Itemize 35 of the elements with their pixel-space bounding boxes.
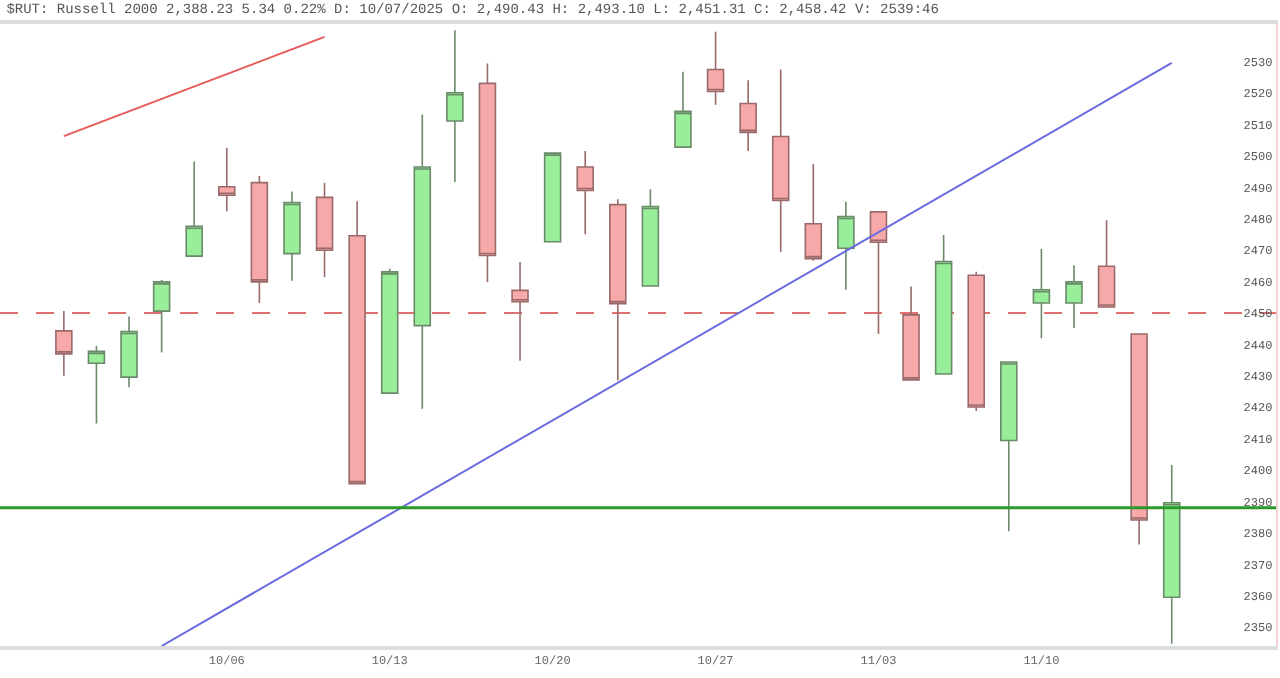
candlestick (543, 152, 562, 243)
candlestick (934, 234, 953, 375)
candlestick (283, 190, 301, 282)
candlestick (87, 345, 106, 425)
candlestick (837, 201, 855, 291)
candlestick (185, 160, 203, 257)
candlestick (1162, 464, 1181, 645)
candlestick (1130, 333, 1148, 546)
candlestick (869, 211, 888, 335)
candlestick (902, 285, 920, 381)
candlestick (804, 163, 823, 262)
candlestick (706, 31, 725, 106)
candlestick (446, 29, 464, 183)
candlestick (1097, 219, 1116, 308)
candlestick (152, 279, 171, 354)
candlestick (120, 315, 138, 388)
candlestick (1065, 264, 1083, 329)
candlestick (641, 188, 660, 287)
candlestick (315, 181, 334, 278)
candlestick (674, 70, 692, 148)
candlestick (478, 62, 497, 283)
candlestick (739, 79, 757, 152)
candlestick (609, 198, 627, 382)
candlestick (967, 271, 985, 412)
candlestick (576, 150, 594, 235)
candlestick (1032, 248, 1051, 339)
candlestick (348, 200, 366, 485)
candlestick (1000, 361, 1018, 533)
candlestick (250, 175, 269, 304)
candlestick (413, 113, 432, 410)
candlestick (771, 68, 790, 253)
candlestick (380, 267, 399, 394)
candlestick (511, 261, 529, 362)
candlestick (55, 310, 73, 377)
candlestick (218, 146, 236, 213)
